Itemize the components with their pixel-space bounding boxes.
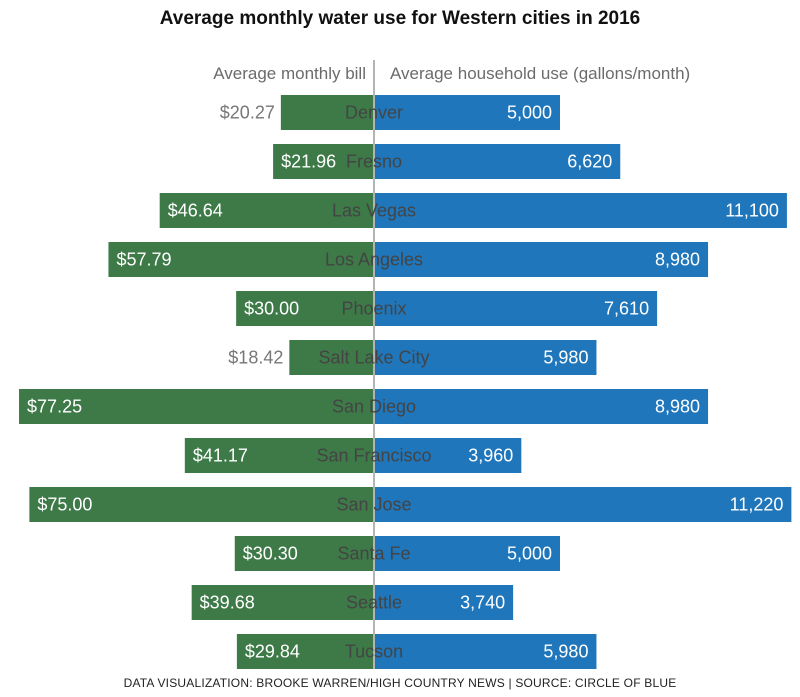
bill-label-denver: $20.27 [220, 103, 275, 123]
butterfly-bar-chart: Average monthly bill Average household u… [19, 60, 792, 669]
city-label-san-francisco: San Francisco [316, 446, 431, 466]
use-label-san-diego: 8,980 [655, 397, 700, 417]
city-label-tucson: Tucson [345, 642, 403, 662]
bill-label-san-jose: $75.00 [37, 495, 92, 515]
bill-label-las-vegas: $46.64 [168, 201, 223, 221]
city-label-seattle: Seattle [346, 593, 402, 613]
city-label-san-diego: San Diego [332, 397, 416, 417]
use-label-salt-lake-city: 5,980 [543, 348, 588, 368]
chart-title: Average monthly water use for Western ci… [159, 8, 641, 29]
use-bar-fresno [374, 144, 621, 179]
bar-labels: $20.27 5,000 Denver $21.96 6,620 Fresno $46.64… [27, 103, 783, 662]
use-bar-los-angeles [374, 242, 709, 277]
bill-bar-san-jose [29, 487, 374, 522]
bill-bar-seattle [191, 585, 374, 620]
bill-label-san-diego: $77.25 [27, 397, 82, 417]
city-label-salt-lake-city: Salt Lake City [318, 348, 429, 368]
bill-label-phoenix: $30.00 [244, 299, 299, 319]
use-bar-san-jose [374, 487, 792, 522]
bill-label-fresno: $21.96 [281, 152, 336, 172]
bill-bar-tucson [236, 634, 374, 669]
city-label-fresno: Fresno [346, 152, 402, 172]
use-label-santa-fe: 5,000 [507, 544, 552, 564]
bill-bar-santa-fe [234, 536, 374, 571]
bill-label-san-francisco: $41.17 [193, 446, 248, 466]
right-header: Average household use (gallons/month) [390, 64, 690, 83]
use-bar-denver [374, 95, 560, 130]
city-label-phoenix: Phoenix [341, 299, 406, 319]
bill-bar-san-francisco [184, 438, 374, 473]
bill-bar-fresno [273, 144, 374, 179]
bill-bar-denver [280, 95, 374, 130]
bill-bar-san-diego [19, 389, 374, 424]
city-label-san-jose: San Jose [336, 495, 411, 515]
city-label-los-angeles: Los Angeles [325, 250, 423, 270]
bill-label-seattle: $39.68 [200, 593, 255, 613]
use-label-san-francisco: 3,960 [468, 446, 513, 466]
city-label-denver: Denver [345, 103, 403, 123]
use-bar-las-vegas [374, 193, 787, 228]
bill-bar-los-angeles [108, 242, 374, 277]
use-label-las-vegas: 11,100 [725, 201, 779, 221]
bill-label-tucson: $29.84 [245, 642, 300, 662]
city-label-santa-fe: Santa Fe [337, 544, 410, 564]
use-bar-salt-lake-city [374, 340, 597, 375]
use-bar-seattle [374, 585, 514, 620]
use-bar-san-francisco [374, 438, 522, 473]
credit-line: DATA VISUALIZATION: BROOKE WARREN/HIGH C… [123, 676, 677, 690]
bill-bars [19, 95, 374, 669]
use-bars [374, 95, 792, 669]
bill-label-santa-fe: $30.30 [243, 544, 298, 564]
use-label-san-jose: 11,220 [730, 495, 784, 515]
use-label-tucson: 5,980 [543, 642, 588, 662]
use-bar-san-diego [374, 389, 709, 424]
city-label-las-vegas: Las Vegas [332, 201, 416, 221]
use-label-los-angeles: 8,980 [655, 250, 700, 270]
use-bar-phoenix [374, 291, 658, 326]
bill-bar-phoenix [236, 291, 374, 326]
bill-label-los-angeles: $57.79 [116, 250, 171, 270]
use-bar-santa-fe [374, 536, 560, 571]
use-bar-tucson [374, 634, 597, 669]
left-header: Average monthly bill [213, 64, 366, 83]
use-label-denver: 5,000 [507, 103, 552, 123]
use-label-seattle: 3,740 [460, 593, 505, 613]
use-label-phoenix: 7,610 [604, 299, 649, 319]
use-label-fresno: 6,620 [567, 152, 612, 172]
bill-label-salt-lake-city: $18.42 [228, 348, 283, 368]
bill-bar-las-vegas [159, 193, 374, 228]
bill-bar-salt-lake-city [289, 340, 374, 375]
